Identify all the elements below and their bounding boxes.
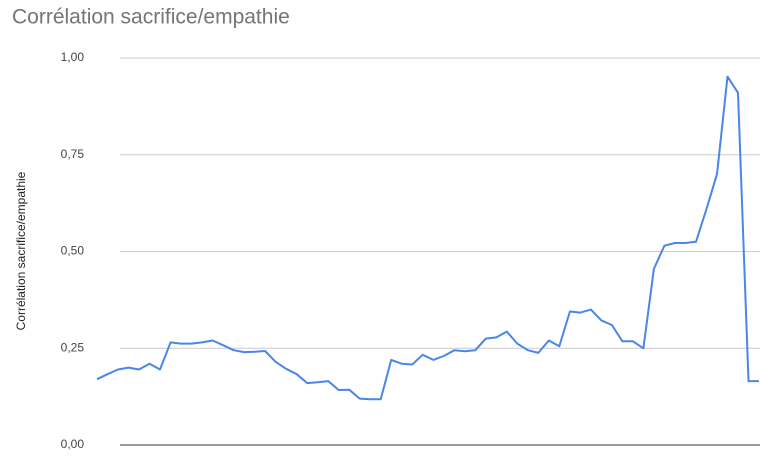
y-tick-label: 0,25 [61, 340, 85, 354]
y-tick-label: 1,00 [61, 50, 85, 64]
y-tick-label: 0,75 [61, 147, 85, 161]
y-tick-label: 0,50 [61, 244, 85, 258]
y-axis-label: Corrélation sacrifice/empathie [14, 171, 28, 330]
chart-title: Corrélation sacrifice/empathie [12, 6, 290, 29]
line-series [96, 75, 759, 401]
y-tick-label: 0,00 [61, 437, 85, 451]
